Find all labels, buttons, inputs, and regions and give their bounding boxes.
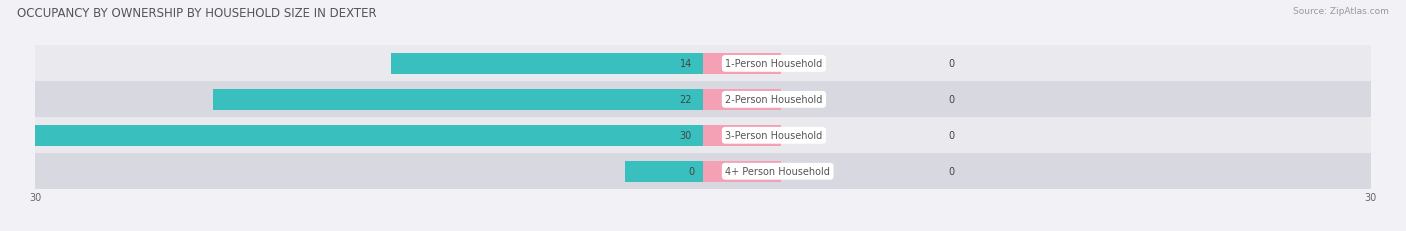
Text: 14: 14 (679, 59, 692, 69)
Bar (35, 154, 1371, 189)
Text: 0: 0 (948, 131, 955, 141)
Text: 22: 22 (679, 95, 692, 105)
Text: 0: 0 (688, 167, 695, 176)
Text: Source: ZipAtlas.com: Source: ZipAtlas.com (1294, 7, 1389, 16)
Text: 0: 0 (948, 167, 955, 176)
Text: 2-Person Household: 2-Person Household (725, 95, 823, 105)
Text: 0: 0 (948, 59, 955, 69)
Bar (703, 54, 780, 74)
Text: 3-Person Household: 3-Person Household (725, 131, 823, 141)
Bar (35, 118, 1371, 154)
Text: 4+ Person Household: 4+ Person Household (725, 167, 830, 176)
Bar (703, 90, 780, 110)
Text: 0: 0 (948, 95, 955, 105)
Bar (35, 82, 1371, 118)
Bar (35, 46, 1371, 82)
Text: 1-Person Household: 1-Person Household (725, 59, 823, 69)
Bar (214, 90, 703, 110)
Bar (703, 125, 780, 146)
Text: OCCUPANCY BY OWNERSHIP BY HOUSEHOLD SIZE IN DEXTER: OCCUPANCY BY OWNERSHIP BY HOUSEHOLD SIZE… (17, 7, 377, 20)
Text: 30: 30 (679, 131, 692, 141)
Bar (35, 125, 703, 146)
Bar (391, 54, 703, 74)
Bar (703, 161, 780, 182)
Bar (626, 161, 703, 182)
